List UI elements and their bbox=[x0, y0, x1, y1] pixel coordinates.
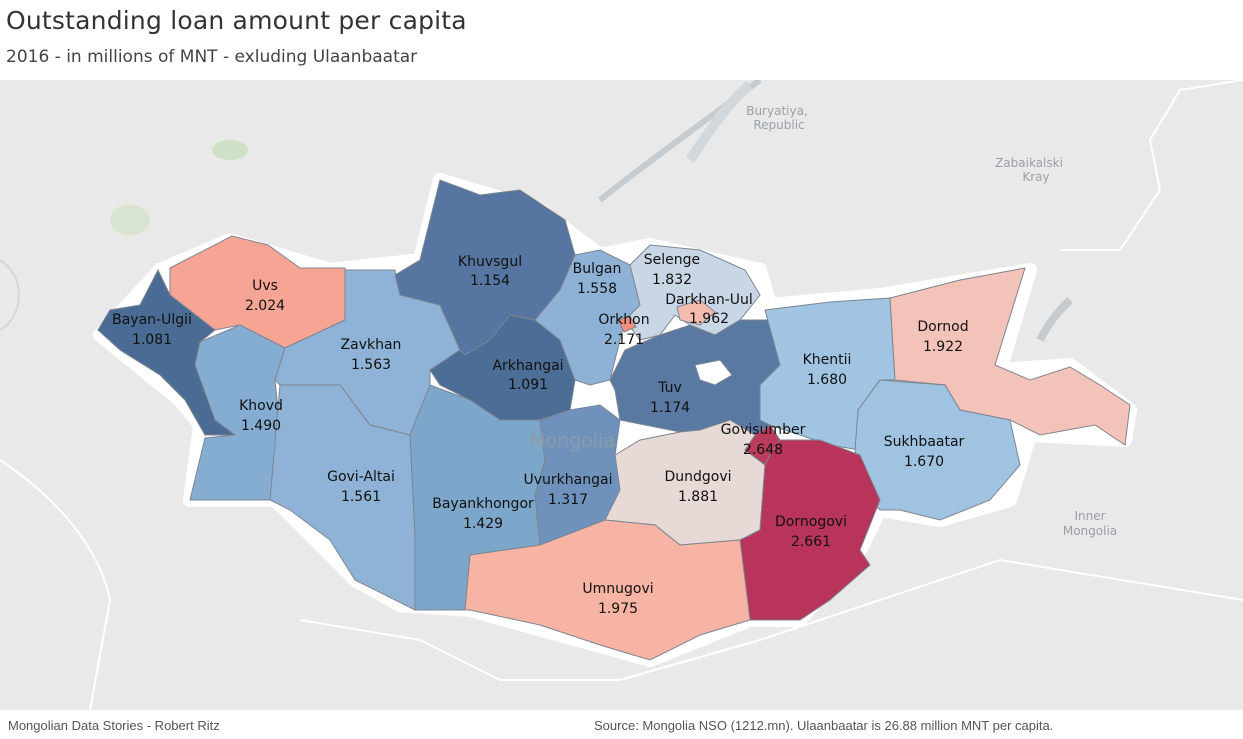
region-value: 2.171 bbox=[604, 332, 644, 348]
label-buryatiya: Buryatiya, bbox=[746, 104, 808, 118]
label-inner-mongolia: Inner bbox=[1074, 509, 1105, 523]
region-value: 2.648 bbox=[743, 442, 783, 458]
region-name: Arkhangai bbox=[492, 358, 563, 374]
chart-subtitle: 2016 - in millions of MNT - exluding Ula… bbox=[6, 47, 418, 67]
label-zabaikalski-2: Kray bbox=[1022, 170, 1049, 184]
region-value: 1.429 bbox=[463, 516, 503, 532]
region-value: 1.317 bbox=[548, 492, 588, 508]
region-orkhon[interactable] bbox=[617, 315, 637, 333]
region-value: 2.024 bbox=[245, 298, 285, 314]
region-value: 2.661 bbox=[791, 534, 831, 550]
chart-title: Outstanding loan amount per capita bbox=[6, 6, 467, 35]
region-name: Dornod bbox=[917, 319, 968, 335]
label-buryatiya-2: Republic bbox=[753, 118, 804, 132]
border-line-east bbox=[1060, 79, 1243, 251]
green-area bbox=[212, 140, 248, 160]
lake-hulun bbox=[1036, 297, 1073, 342]
region-name: Govisumber bbox=[721, 422, 806, 438]
region-umnugovi[interactable] bbox=[464, 519, 751, 661]
region-value: 1.563 bbox=[351, 357, 391, 373]
region-value: 1.081 bbox=[132, 332, 172, 348]
region-value: 1.881 bbox=[678, 489, 718, 505]
region-name: Khovd bbox=[239, 398, 283, 414]
region-value: 1.670 bbox=[904, 454, 944, 470]
region-name: Uvurkhangai bbox=[524, 472, 613, 488]
region-name: Darkhan-Uul bbox=[665, 292, 753, 308]
region-name: Uvs bbox=[252, 278, 278, 294]
label-country: Mongolia bbox=[529, 430, 615, 452]
region-value: 1.975 bbox=[598, 601, 638, 617]
region-name: Zavkhan bbox=[341, 337, 402, 353]
region-value: 1.154 bbox=[470, 273, 510, 289]
region-value: 1.558 bbox=[577, 281, 617, 297]
border-line-west bbox=[0, 459, 112, 711]
region-name: Selenge bbox=[644, 252, 700, 268]
region-name: Bayan-Ulgii bbox=[112, 312, 192, 328]
lake-baikal-shape bbox=[685, 81, 754, 163]
region-name: Umnugovi bbox=[582, 581, 653, 597]
green-area bbox=[110, 205, 150, 235]
region-value: 1.091 bbox=[508, 377, 548, 393]
map-svg[interactable]: Buryatiya, Republic Zabaikalski Kray Inn… bbox=[0, 77, 1243, 711]
region-value: 1.490 bbox=[241, 418, 281, 434]
label-zabaikalski: Zabaikalski bbox=[995, 156, 1063, 170]
region-name: Bulgan bbox=[573, 261, 622, 277]
region-labels: Bayan-Ulgii 1.081 Uvs 2.024 Khovd 1.490 … bbox=[112, 252, 968, 617]
region-value: 1.680 bbox=[807, 372, 847, 388]
region-name: Orkhon bbox=[598, 312, 649, 328]
region-name: Dundgovi bbox=[664, 469, 731, 485]
region-name: Sukhbaatar bbox=[884, 434, 965, 450]
footer-source: Source: Mongolia NSO (1212.mn). Ulaanbaa… bbox=[594, 718, 1054, 733]
region-name: Khentii bbox=[803, 352, 852, 368]
region-name: Dornogovi bbox=[775, 514, 847, 530]
region-ulaanbaatar-hole bbox=[694, 359, 733, 386]
label-inner-mongolia-2: Mongolia bbox=[1063, 524, 1117, 538]
footer-credit: Mongolian Data Stories - Robert Ritz bbox=[8, 718, 220, 733]
region-darkhan-uul[interactable] bbox=[676, 299, 716, 326]
region-value: 1.922 bbox=[923, 339, 963, 355]
region-bayan-ulgii[interactable] bbox=[97, 268, 237, 436]
region-value: 1.561 bbox=[341, 489, 381, 505]
region-name: Khuvsgul bbox=[458, 254, 522, 270]
region-name: Bayankhongor bbox=[432, 496, 534, 512]
map-area[interactable]: Buryatiya, Republic Zabaikalski Kray Inn… bbox=[0, 77, 1243, 711]
region-name: Tuv bbox=[657, 380, 682, 396]
region-value: 1.174 bbox=[650, 400, 690, 416]
region-value: 1.962 bbox=[689, 311, 729, 327]
region-name: Govi-Altai bbox=[327, 469, 395, 485]
region-khovd[interactable] bbox=[189, 324, 286, 501]
region-value: 1.832 bbox=[652, 272, 692, 288]
border-line bbox=[0, 259, 20, 331]
border-line-south bbox=[299, 558, 1243, 681]
